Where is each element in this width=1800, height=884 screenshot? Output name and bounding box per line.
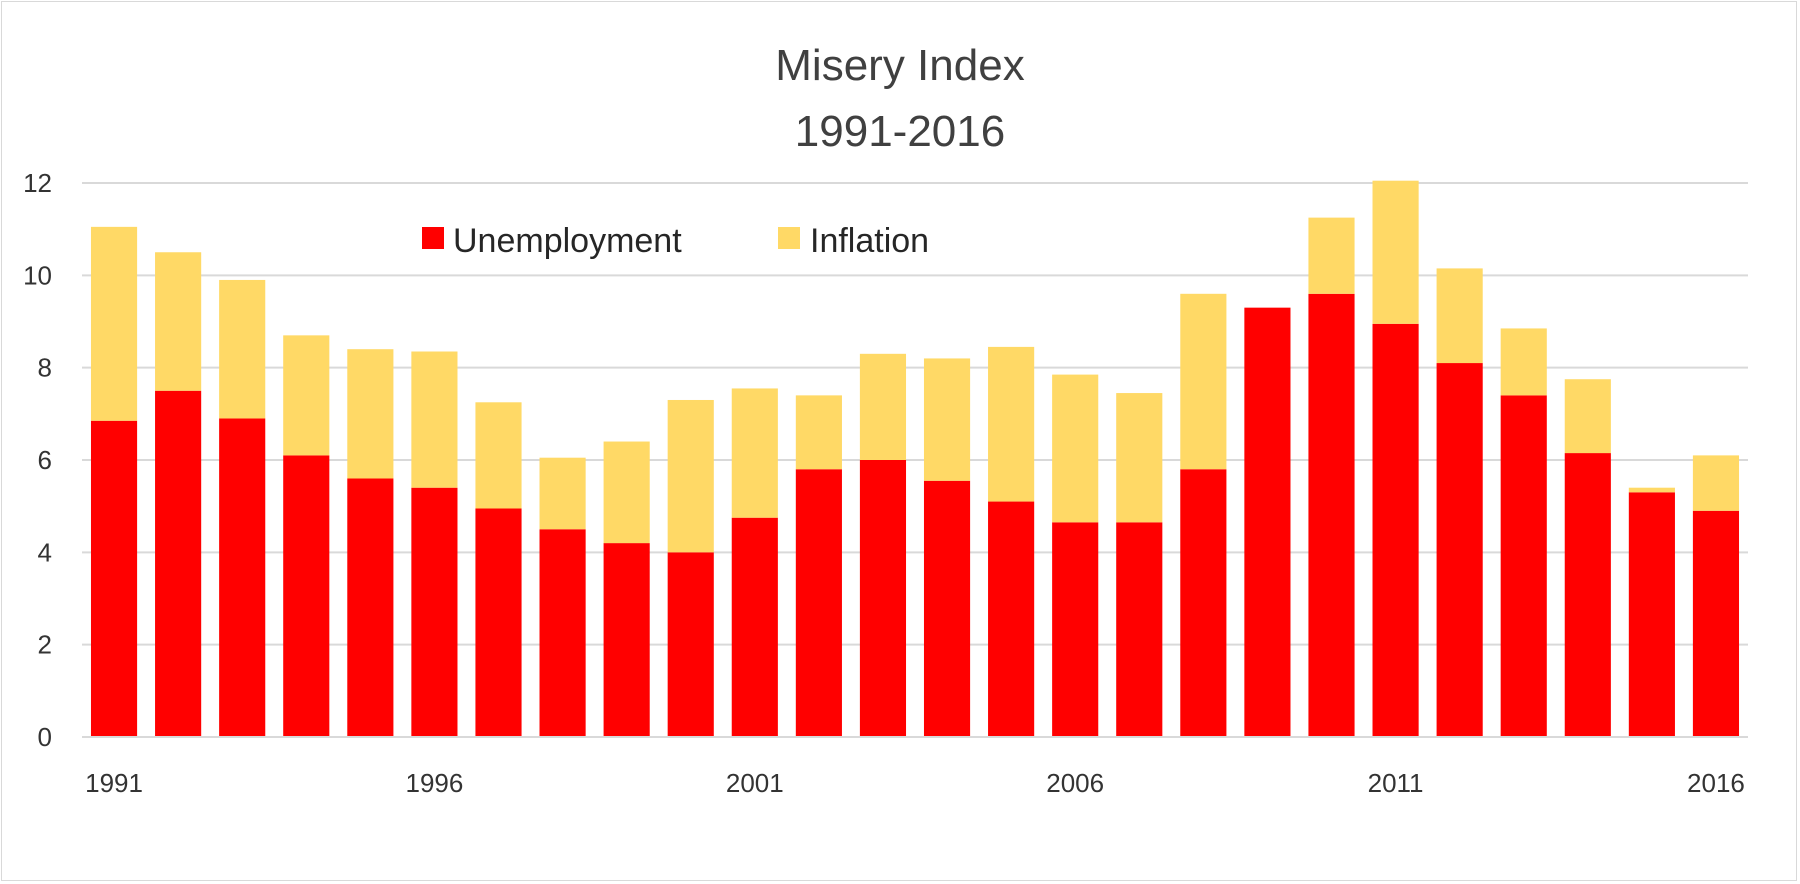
legend-swatch-unemployment — [422, 227, 444, 249]
bar-unemployment-2016 — [1692, 510, 1740, 737]
bar-inflation-2008 — [1180, 293, 1227, 470]
bar-unemployment-1991 — [90, 420, 138, 737]
legend-label-unemployment: Unemployment — [453, 222, 682, 260]
bar-unemployment-2002 — [795, 469, 842, 737]
bar-inflation-2006 — [1052, 374, 1099, 523]
bar-inflation-1993 — [219, 279, 266, 419]
bar-unemployment-1996 — [411, 487, 458, 737]
bar-unemployment-2005 — [988, 501, 1035, 737]
bar-inflation-2013 — [1500, 328, 1547, 396]
bar-unemployment-2001 — [731, 517, 778, 737]
bar-inflation-2010 — [1308, 217, 1355, 294]
bar-unemployment-2012 — [1436, 363, 1483, 737]
bar-unemployment-2015 — [1628, 492, 1675, 737]
bar-unemployment-1994 — [283, 455, 330, 737]
bar-inflation-1994 — [283, 335, 330, 456]
bar-unemployment-1992 — [155, 390, 202, 737]
bar-unemployment-2003 — [859, 460, 907, 737]
y-tick-label: 0 — [38, 722, 52, 752]
x-tick-label: 1991 — [85, 768, 143, 798]
bar-unemployment-2013 — [1500, 395, 1547, 737]
bar-inflation-2005 — [988, 346, 1035, 502]
x-tick-label: 2006 — [1046, 768, 1104, 798]
y-tick-label: 4 — [38, 537, 52, 567]
bar-inflation-1998 — [539, 457, 586, 530]
y-tick-label: 2 — [38, 630, 52, 660]
bar-inflation-2000 — [667, 399, 714, 553]
bar-inflation-2001 — [731, 388, 778, 518]
bar-unemployment-2009 — [1244, 307, 1291, 737]
bar-unemployment-2000 — [667, 552, 714, 737]
y-tick-label: 6 — [38, 445, 52, 475]
bar-inflation-2007 — [1116, 393, 1163, 523]
bar-inflation-1995 — [347, 349, 394, 479]
bar-inflation-2012 — [1436, 268, 1483, 364]
bar-unemployment-2004 — [923, 480, 971, 737]
bar-inflation-2011 — [1372, 180, 1419, 324]
x-tick-label: 2016 — [1687, 768, 1745, 798]
bar-unemployment-2007 — [1116, 522, 1163, 737]
bar-inflation-2014 — [1564, 379, 1611, 454]
bar-inflation-2004 — [923, 358, 971, 481]
bar-inflation-2016 — [1692, 455, 1740, 511]
legend-swatch-inflation — [778, 227, 800, 249]
bar-unemployment-2014 — [1564, 453, 1611, 737]
bar-unemployment-2010 — [1308, 293, 1355, 737]
bar-inflation-2015 — [1628, 487, 1675, 493]
chart-subtitle: 1991-2016 — [795, 107, 1005, 156]
bar-inflation-2003 — [859, 353, 907, 460]
y-tick-label: 10 — [23, 260, 52, 290]
bar-inflation-1996 — [411, 351, 458, 488]
x-tick-label: 2001 — [726, 768, 784, 798]
legend-label-inflation: Inflation — [810, 222, 929, 260]
bar-unemployment-2011 — [1372, 323, 1419, 737]
x-tick-label: 2011 — [1368, 768, 1424, 798]
y-axis-ticks: 0 2 4 6 8 10 12 — [23, 168, 52, 752]
bar-unemployment-2008 — [1180, 469, 1227, 737]
bar-unemployment-1993 — [219, 418, 266, 737]
x-axis-ticks: 1991 1996 2001 2006 2011 2016 — [85, 768, 1745, 798]
bar-inflation-1997 — [475, 402, 522, 509]
bar-unemployment-1997 — [475, 508, 522, 737]
bar-unemployment-1999 — [603, 543, 650, 737]
x-tick-label: 1996 — [406, 768, 464, 798]
bar-inflation-1992 — [155, 252, 202, 391]
bar-inflation-1991 — [90, 226, 138, 421]
y-tick-label: 12 — [23, 168, 52, 198]
y-tick-label: 8 — [38, 353, 52, 383]
bar-inflation-2002 — [795, 395, 842, 470]
chart-title: Misery Index — [775, 41, 1024, 90]
legend: Unemployment Inflation — [422, 222, 929, 260]
bar-unemployment-1998 — [539, 529, 586, 737]
bar-unemployment-1995 — [347, 478, 394, 737]
bars — [90, 180, 1740, 737]
bar-inflation-1999 — [603, 441, 650, 544]
bar-unemployment-2006 — [1052, 522, 1099, 737]
